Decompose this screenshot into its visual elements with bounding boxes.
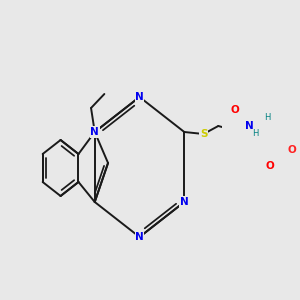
Text: H: H xyxy=(252,130,258,139)
Text: N: N xyxy=(135,92,144,102)
Text: S: S xyxy=(200,129,207,139)
Text: O: O xyxy=(288,145,296,155)
Text: N: N xyxy=(90,127,99,137)
Text: O: O xyxy=(266,161,274,171)
Text: H: H xyxy=(264,113,270,122)
Text: N: N xyxy=(245,121,254,131)
Text: N: N xyxy=(180,197,189,207)
Text: O: O xyxy=(230,105,239,115)
Text: N: N xyxy=(135,232,144,242)
